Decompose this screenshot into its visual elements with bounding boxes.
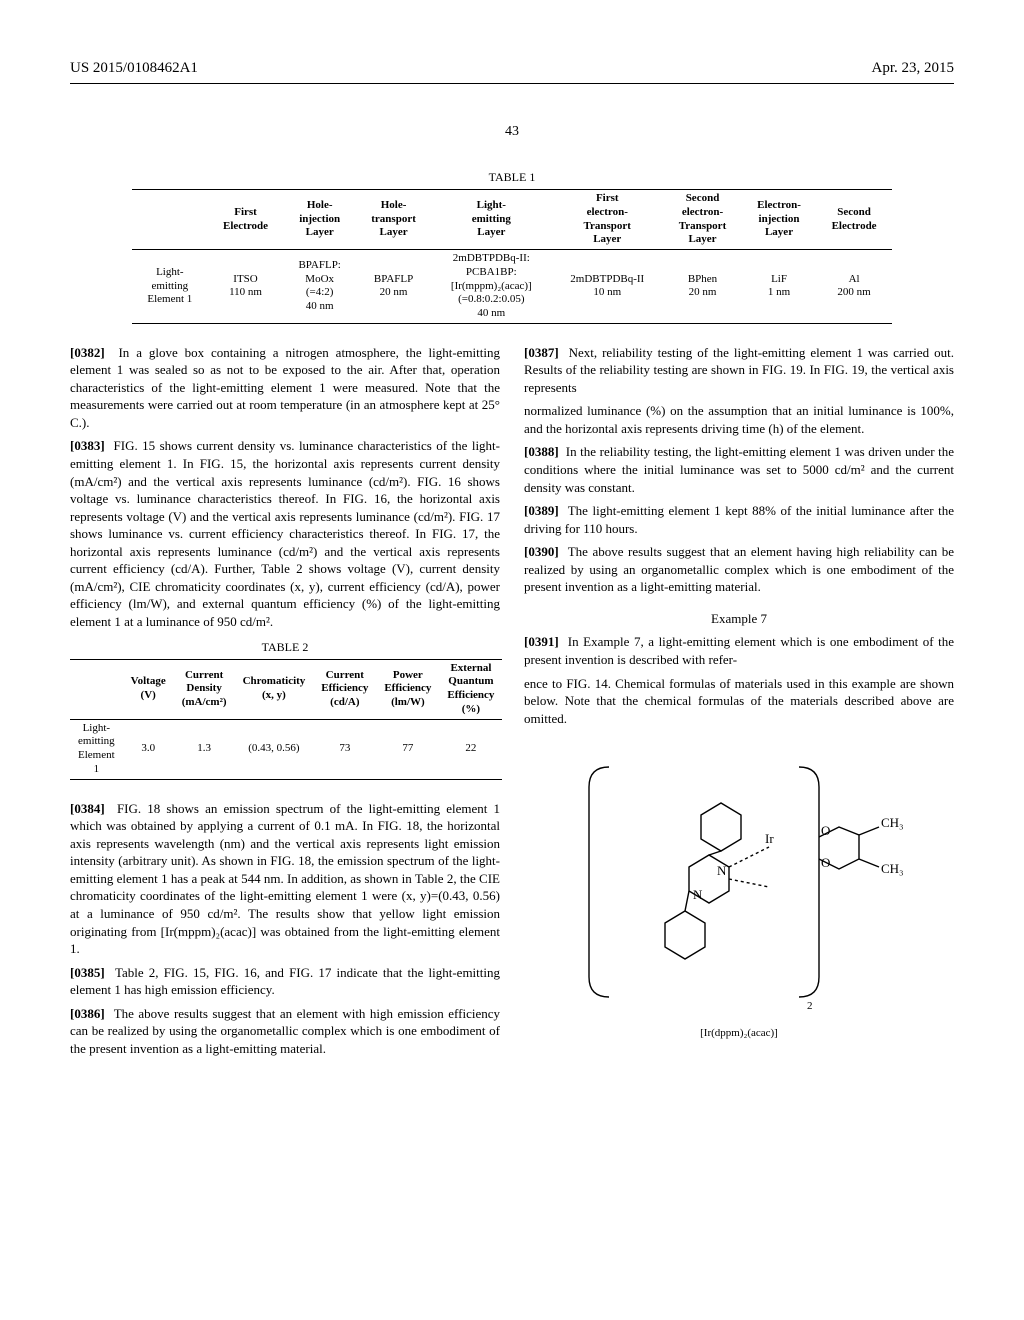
text-0382: In a glove box containing a nitrogen atm…: [70, 345, 500, 430]
right-top-continuation: normalized luminance (%) on the assumpti…: [524, 402, 954, 437]
t1-c2: BPAFLP:MoOx(=4:2)40 nm: [283, 250, 356, 324]
label-0382: [0382]: [70, 345, 105, 360]
table1-caption: TABLE 1: [70, 170, 954, 185]
para-0389: [0389] The light-emitting element 1 kept…: [524, 502, 954, 537]
t2-h5: PowerEfficiency(lm/W): [376, 659, 439, 719]
text-0383: FIG. 15 shows current density vs. lumina…: [70, 438, 500, 628]
molecule-label: [Ir(dppm)₂(acac)]: [524, 1026, 954, 1041]
t2-c6: 22: [439, 719, 502, 779]
example7-heading: Example 7: [524, 610, 954, 628]
t1-c6: BPhen20 nm: [663, 250, 742, 324]
t1-h5: Firstelectron-TransportLayer: [551, 190, 663, 250]
t1-h8: SecondElectrode: [816, 190, 892, 250]
header-rule: [70, 83, 954, 84]
right-after-table2: ence to FIG. 14. Chemical formulas of ma…: [524, 675, 954, 728]
mol-o1: O: [821, 823, 830, 838]
mol-sub2: 2: [807, 1000, 813, 1012]
text-0386: The above results suggest that an elemen…: [70, 1006, 500, 1056]
label-0385: [0385]: [70, 965, 105, 980]
label-0389: [0389]: [524, 503, 559, 518]
para-0386: [0386] The above results suggest that an…: [70, 1005, 500, 1058]
para-0387: [0387] Next, reliability testing of the …: [524, 344, 954, 397]
patent-page: US 2015/0108462A1 Apr. 23, 2015 43 TABLE…: [0, 0, 1024, 1097]
molecule-diagram: Ir N N O O CH₃ CH₃ 2 [Ir(dppm)₂(acac)]: [524, 747, 954, 1040]
t2-h1: Voltage(V): [123, 659, 174, 719]
t2-c2: 1.3: [174, 719, 235, 779]
t2-c3: (0.43, 0.56): [235, 719, 314, 779]
para-0383: [0383] FIG. 15 shows current density vs.…: [70, 437, 500, 630]
t1-h3: Hole-transportLayer: [356, 190, 431, 250]
label-0383: [0383]: [70, 438, 105, 453]
t1-h1: FirstElectrode: [208, 190, 284, 250]
label-0386: [0386]: [70, 1006, 105, 1021]
t2-c1: 3.0: [123, 719, 174, 779]
text-0384: FIG. 18 shows an emission spectrum of th…: [70, 801, 500, 956]
t1-h7: Electron-injectionLayer: [742, 190, 816, 250]
t1-c7: LiF1 nm: [742, 250, 816, 324]
table2-wrap: TABLE 2 Voltage(V) CurrentDensity(mA/cm²…: [70, 639, 500, 780]
para-0388: [0388] In the reliability testing, the l…: [524, 443, 954, 496]
t1-c0: Light-emittingElement 1: [132, 250, 208, 324]
table1: FirstElectrode Hole-injectionLayer Hole-…: [132, 189, 892, 324]
para-0391: [0391] In Example 7, a light-emitting el…: [524, 633, 954, 668]
t1-c4: 2mDBTPDBq-II:PCBA1BP:[Ir(mppm)₂(acac)](=…: [431, 250, 551, 324]
mol-n1: N: [717, 863, 727, 878]
label-0387: [0387]: [524, 345, 559, 360]
t1-h4: Light-emittingLayer: [431, 190, 551, 250]
table2-caption: TABLE 2: [70, 639, 500, 655]
t2-h4: CurrentEfficiency(cd/A): [313, 659, 376, 719]
t2-h6: ExternalQuantumEfficiency(%): [439, 659, 502, 719]
t1-c3: BPAFLP20 nm: [356, 250, 431, 324]
patent-date: Apr. 23, 2015: [872, 60, 955, 77]
label-0391: [0391]: [524, 634, 559, 649]
t1-c5: 2mDBTPDBq-II10 nm: [551, 250, 663, 324]
mol-n2: N: [693, 887, 703, 902]
t2-c4: 73: [313, 719, 376, 779]
text-0391: In Example 7, a light-emitting element w…: [524, 634, 954, 667]
t1-c1: ITSO110 nm: [208, 250, 284, 324]
molecule-icon: Ir N N O O CH₃ CH₃ 2: [569, 747, 909, 1017]
t2-h2: CurrentDensity(mA/cm²): [174, 659, 235, 719]
text-0389: The light-emitting element 1 kept 88% of…: [524, 503, 954, 536]
text-0387: Next, reliability testing of the light-e…: [524, 345, 954, 395]
para-0390: [0390] The above results suggest that an…: [524, 543, 954, 596]
t2-c0: Light-emittingElement 1: [70, 719, 123, 779]
t1-h6: Secondelectron-TransportLayer: [663, 190, 742, 250]
mol-o2: O: [821, 855, 830, 870]
label-0390: [0390]: [524, 544, 559, 559]
para-0382: [0382] In a glove box containing a nitro…: [70, 344, 500, 432]
text-0385: Table 2, FIG. 15, FIG. 16, and FIG. 17 i…: [70, 965, 500, 998]
page-number: 43: [70, 124, 954, 140]
label-0384: [0384]: [70, 801, 105, 816]
t1-h0: [132, 190, 208, 250]
mol-ch3b: CH₃: [881, 861, 904, 876]
t2-h3: Chromaticity(x, y): [235, 659, 314, 719]
text-0388: In the reliability testing, the light-em…: [524, 444, 954, 494]
text-0390: The above results suggest that an elemen…: [524, 544, 954, 594]
t2-c5: 77: [376, 719, 439, 779]
para-0385: [0385] Table 2, FIG. 15, FIG. 16, and FI…: [70, 964, 500, 999]
body-columns: [0382] In a glove box containing a nitro…: [70, 344, 954, 1058]
table2: Voltage(V) CurrentDensity(mA/cm²) Chroma…: [70, 659, 502, 780]
page-header: US 2015/0108462A1 Apr. 23, 2015: [70, 60, 954, 77]
t1-c8: Al200 nm: [816, 250, 892, 324]
mol-ch3a: CH₃: [881, 815, 904, 830]
mol-ir: Ir: [765, 831, 774, 846]
t2-h0: [70, 659, 123, 719]
para-0384: [0384] FIG. 18 shows an emission spectru…: [70, 800, 500, 958]
patent-id: US 2015/0108462A1: [70, 60, 198, 77]
t1-h2: Hole-injectionLayer: [283, 190, 356, 250]
label-0388: [0388]: [524, 444, 559, 459]
